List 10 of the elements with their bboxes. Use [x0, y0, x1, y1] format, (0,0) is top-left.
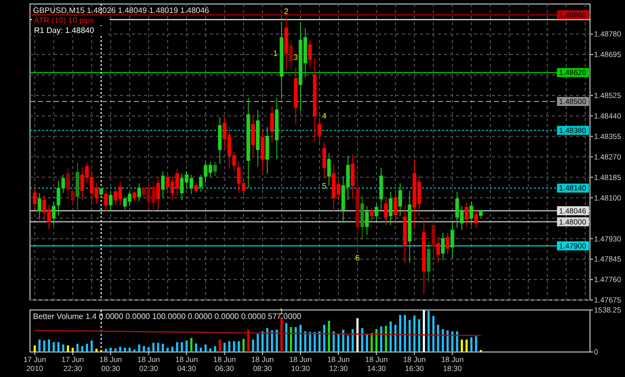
- annotation: 4: [322, 112, 328, 121]
- annotation: 5: [322, 181, 328, 190]
- annotation: 6: [355, 253, 360, 262]
- chart-title: GBPUSD,M15 1.48026 1.48049 1.48019 1.48046: [33, 6, 210, 15]
- annotation: 3: [294, 52, 299, 62]
- annotation: ATR (10) 10 pips: [34, 16, 94, 25]
- annotation: R1 Day: 1.48840: [34, 26, 95, 35]
- annotation: 1: [273, 49, 278, 58]
- chart-title: Better Volume 1.4 0.0000 0.0000 100.0000 0.0000 0.0000 0.0000 577.0000: [33, 312, 302, 321]
- annotation: 2: [284, 7, 290, 16]
